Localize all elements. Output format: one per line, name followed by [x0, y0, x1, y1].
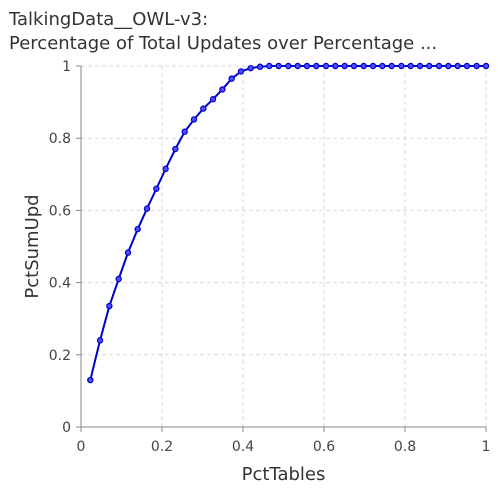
- y-tick-label: 1: [62, 59, 71, 75]
- x-tick-label: 0.8: [394, 439, 416, 455]
- data-point: [115, 275, 122, 283]
- data-point: [473, 62, 480, 70]
- data-point: [341, 62, 348, 70]
- y-axis-title: PctSumUpd: [22, 194, 43, 298]
- x-tick-label: 0.2: [151, 439, 173, 455]
- data-point: [303, 62, 311, 70]
- tick-labels: 0 0.2 0.4 0.6 0.8 1 0 0.2 0.4 0.6 0.8 1: [49, 59, 491, 455]
- data-point: [369, 62, 377, 70]
- data-point: [219, 86, 226, 93]
- data-point: [313, 62, 320, 70]
- data-point: [416, 62, 424, 70]
- series-line: [89, 65, 486, 381]
- data-point: [350, 62, 358, 70]
- data-point: [388, 62, 395, 70]
- data-point: [181, 128, 188, 135]
- data-point: [322, 62, 330, 70]
- x-tick-label: 0.6: [313, 439, 335, 455]
- data-point: [228, 75, 235, 82]
- data-point: [247, 64, 254, 72]
- chart-title: TalkingData__OWL-v3:: [9, 9, 209, 30]
- data-point: [426, 62, 433, 70]
- y-tick-label: 0.8: [49, 131, 71, 147]
- x-tick-label: 0: [77, 439, 86, 455]
- data-point: [266, 62, 273, 70]
- data-point: [134, 225, 141, 233]
- data-point: [463, 62, 471, 70]
- y-tick-label: 0.4: [49, 276, 71, 292]
- data-point: [275, 62, 282, 70]
- chart-title-block: TalkingData__OWL-v3: Percentage of Total…: [9, 8, 499, 56]
- data-point: [435, 62, 443, 70]
- data-point: [256, 63, 264, 70]
- data-point: [360, 62, 367, 70]
- data-point: [143, 205, 151, 212]
- data-point: [407, 62, 414, 70]
- data-point: [237, 68, 245, 75]
- data-point: [482, 62, 490, 70]
- grid-lines: [80, 65, 487, 428]
- x-tick-label: 0.4: [232, 439, 254, 455]
- x-axis-title: PctTables: [242, 464, 326, 485]
- data-point: [379, 62, 386, 70]
- data-point: [332, 62, 339, 70]
- y-tick-label: 0.2: [49, 348, 71, 364]
- data-point: [445, 62, 452, 70]
- x-tick-label: 1: [482, 439, 491, 455]
- data-point: [106, 302, 113, 310]
- data-point: [200, 105, 207, 112]
- data-point: [96, 337, 104, 344]
- data-point: [398, 62, 405, 70]
- y-tick-label: 0: [62, 420, 71, 436]
- chart-subtitle: Percentage of Total Updates over Percent…: [9, 33, 438, 54]
- data-points: [87, 62, 490, 384]
- data-point: [209, 96, 217, 103]
- data-point: [285, 62, 292, 70]
- data-point: [153, 185, 160, 192]
- data-point: [87, 376, 94, 384]
- series-polyline: [89, 65, 486, 381]
- axes: [76, 65, 487, 432]
- data-point: [190, 116, 198, 123]
- data-point: [172, 145, 179, 153]
- data-point: [454, 62, 461, 70]
- y-tick-label: 0.6: [49, 203, 71, 219]
- data-point: [124, 249, 132, 256]
- data-point: [294, 62, 301, 70]
- data-point: [162, 165, 169, 173]
